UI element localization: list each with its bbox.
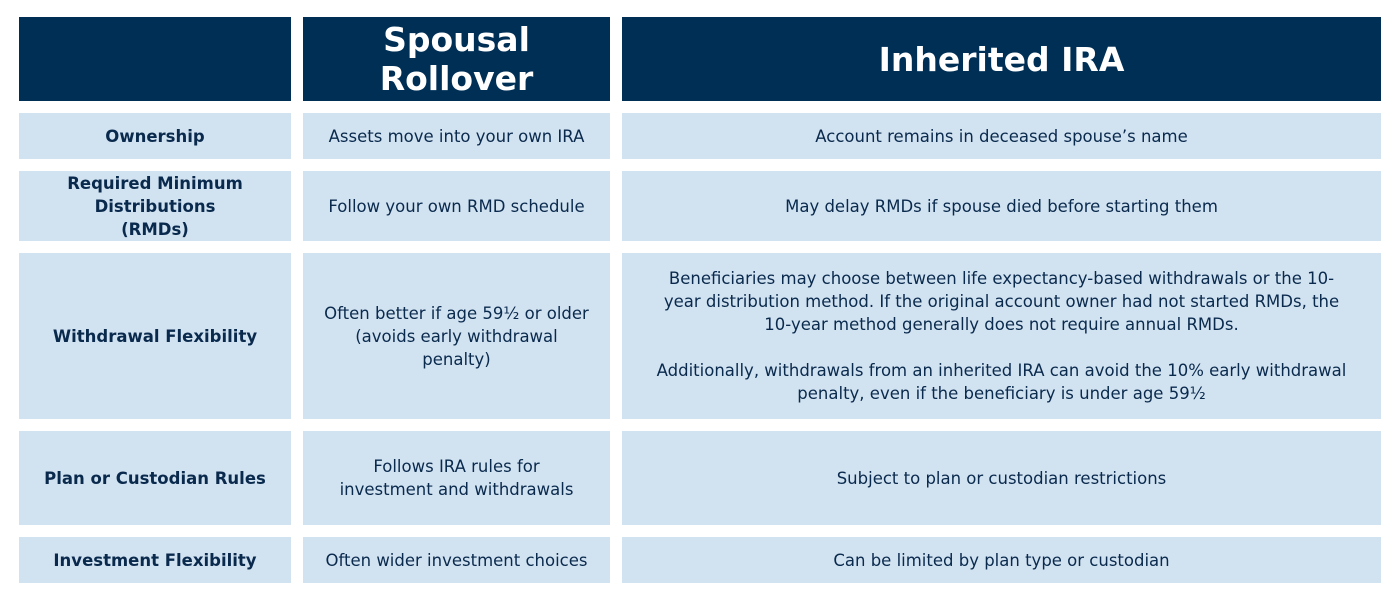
cell-spousal-investment: Often wider investment choices — [303, 537, 610, 583]
withdrawal-paragraph-2: Additionally, withdrawals from an inheri… — [656, 361, 1347, 403]
row-label-rmds: Required Minimum Distributions (RMDs) — [19, 171, 291, 241]
cell-inherited-rmds: May delay RMDs if spouse died before sta… — [622, 171, 1381, 241]
cell-spousal-plan-rules: Follows IRA rules for investment and wit… — [303, 431, 610, 525]
header-spousal-rollover: Spousal Rollover — [303, 17, 610, 101]
header-inherited-ira: Inherited IRA — [622, 17, 1381, 101]
cell-inherited-withdrawal: Beneficiaries may choose between life ex… — [622, 253, 1381, 419]
row-label-ownership: Ownership — [19, 113, 291, 159]
cell-inherited-ownership: Account remains in deceased spouse’s nam… — [622, 113, 1381, 159]
cell-spousal-withdrawal: Often better if age 59½ or older (avoids… — [303, 253, 610, 419]
row-label-investment-flexibility: Investment Flexibility — [19, 537, 291, 583]
cell-inherited-plan-rules: Subject to plan or custodian restriction… — [622, 431, 1381, 525]
withdrawal-paragraph-1: Beneficiaries may choose between life ex… — [663, 269, 1340, 334]
row-label-withdrawal-flexibility: Withdrawal Flexibility — [19, 253, 291, 419]
cell-spousal-rmds: Follow your own RMD schedule — [303, 171, 610, 241]
row-label-plan-custodian-rules: Plan or Custodian Rules — [19, 431, 291, 525]
cell-inherited-investment: Can be limited by plan type or custodian — [622, 537, 1381, 583]
cell-spousal-ownership: Assets move into your own IRA — [303, 113, 610, 159]
header-corner — [19, 17, 291, 101]
